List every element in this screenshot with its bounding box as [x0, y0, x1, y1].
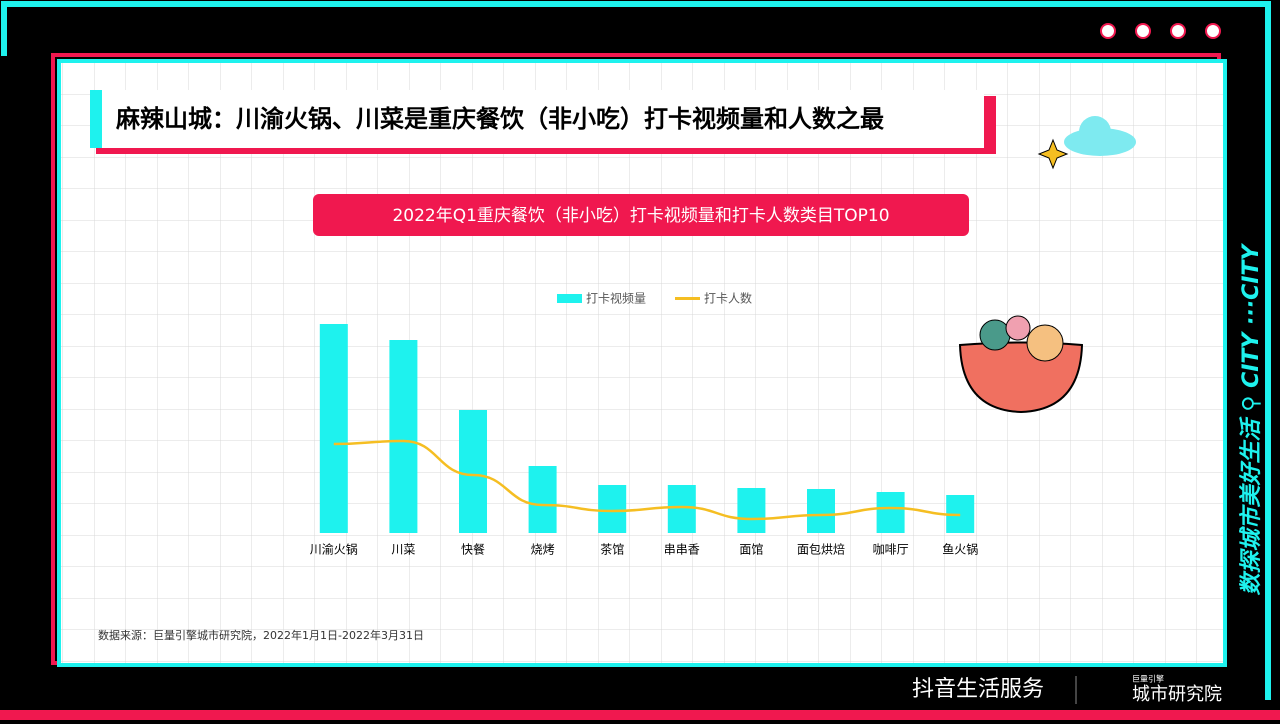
footer-institute: 城市研究院 — [1132, 684, 1222, 705]
slide-title: 麻辣山城：川渝火锅、川菜是重庆餐饮（非小吃）打卡视频量和人数之最 — [115, 105, 885, 133]
bar — [807, 489, 835, 533]
bowl — [958, 315, 1084, 414]
chart: 川渝火锅 川菜 快餐 烧烤 茶馆 串串香 面馆 面包烘焙 咖啡厅 鱼火锅 打卡视频量 打卡人数 — [310, 291, 978, 557]
x-tick-label: 快餐 — [461, 542, 485, 557]
dots — [1100, 23, 1221, 39]
x-tick-label: 川菜 — [391, 543, 415, 557]
side-text: 数探城市美好生活 ⚲ CITY ···CITY — [1238, 243, 1264, 596]
footer-institute-small: 巨量引擎 — [1132, 674, 1164, 684]
bar — [876, 492, 905, 533]
legend-label: 打卡视频量 — [586, 291, 646, 306]
x-tick-label: 咖啡厅 — [873, 542, 909, 557]
x-tick-label: 面馆 — [739, 542, 763, 557]
x-tick-label: 面包烘焙 — [797, 542, 845, 557]
bar — [459, 410, 487, 533]
title-accent — [90, 90, 102, 148]
bar — [528, 466, 557, 533]
chart-title: 2022年Q1重庆餐饮（非小吃）打卡视频量和打卡人数类目TOP10 — [392, 206, 889, 226]
source: 数据来源：巨量引擎城市研究院，2022年1月1日-2022年3月31日 — [98, 628, 424, 642]
x-tick-label: 串串香 — [664, 543, 700, 557]
cloud — [1037, 116, 1136, 170]
bar — [737, 488, 766, 533]
bar — [598, 485, 627, 533]
legend-swatch — [557, 294, 582, 303]
line — [333, 439, 961, 521]
bar — [389, 340, 418, 533]
x-tick-label: 茶馆 — [600, 542, 624, 557]
bar — [319, 324, 348, 533]
frame-cyan — [1, 1, 1271, 700]
frame-red — [0, 710, 1280, 720]
x-tick-label: 烧烤 — [531, 542, 555, 557]
legend-label: 打卡人数 — [704, 291, 752, 306]
chart-title-box — [313, 194, 969, 236]
x-tick-label: 鱼火锅 — [942, 542, 978, 557]
bar — [667, 485, 696, 533]
title-box — [90, 90, 984, 148]
x-tick-label: 川渝火锅 — [310, 542, 358, 557]
footer-brand: 抖音生活服务 — [912, 677, 1044, 702]
